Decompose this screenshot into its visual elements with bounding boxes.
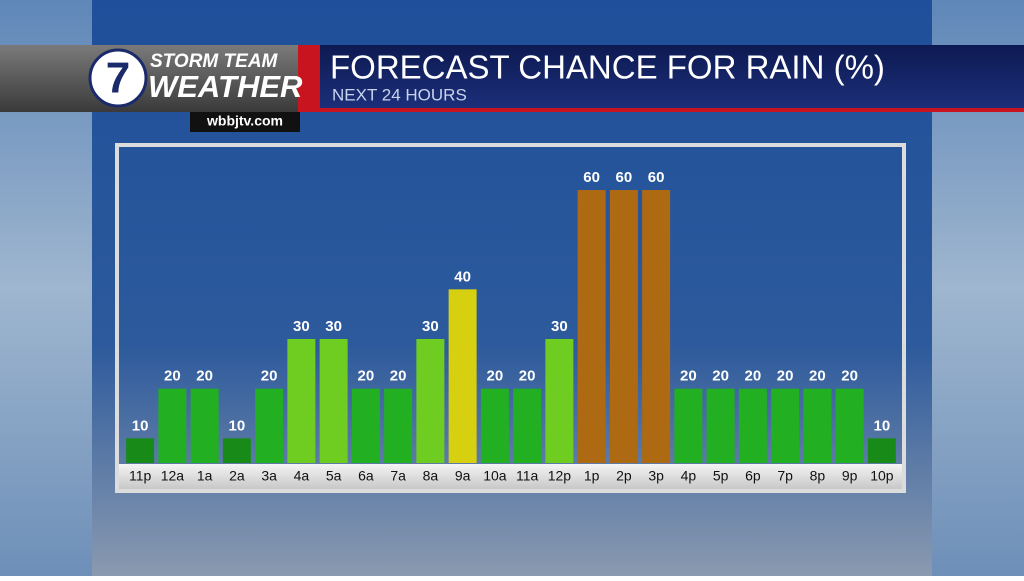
brand-line2: WEATHER: [148, 69, 303, 104]
chart-subtitle: NEXT 24 HOURS: [332, 85, 467, 104]
value-label: 20: [680, 368, 697, 385]
x-tick-label: 12p: [548, 468, 572, 484]
bar: [480, 388, 509, 463]
x-tick-label: 3a: [261, 468, 277, 484]
value-label: 20: [164, 368, 181, 385]
bar: [351, 388, 380, 463]
x-tick-label: 3p: [648, 468, 664, 484]
category-strip: [119, 464, 902, 489]
x-tick-label: 1p: [584, 468, 600, 484]
x-tick-label: 7p: [777, 468, 793, 484]
value-label: 60: [583, 169, 600, 186]
x-tick-label: 9p: [842, 468, 858, 484]
value-label: 20: [487, 368, 504, 385]
website-box: [190, 112, 300, 132]
x-tick-label: 7a: [390, 468, 406, 484]
website: wbbjtv.com: [206, 113, 283, 129]
value-label: 10: [229, 417, 246, 434]
x-tick-label: 2a: [229, 468, 245, 484]
value-label: 30: [551, 318, 568, 335]
bar: [738, 388, 767, 463]
bar: [416, 339, 445, 463]
value-label: 60: [616, 169, 633, 186]
value-label: 20: [777, 368, 794, 385]
x-tick-label: 12a: [161, 468, 185, 484]
bar: [835, 388, 864, 463]
bar: [448, 289, 477, 463]
x-tick-label: 11a: [516, 468, 539, 484]
bar: [642, 190, 671, 463]
x-tick-label: 8a: [423, 468, 439, 484]
x-tick-label: 4a: [294, 468, 310, 484]
value-label: 20: [809, 368, 826, 385]
value-label: 20: [712, 368, 729, 385]
value-label: 10: [874, 417, 891, 434]
value-label: 20: [358, 368, 375, 385]
brand-line1: STORM TEAM: [150, 51, 279, 72]
bar: [867, 438, 896, 463]
logo-area: [0, 45, 300, 112]
bar: [190, 388, 219, 463]
bar: [513, 388, 542, 463]
x-tick-label: 4p: [681, 468, 697, 484]
bar: [706, 388, 735, 463]
value-label: 30: [293, 318, 310, 335]
bar: [384, 388, 413, 463]
value-label: 20: [261, 368, 278, 385]
bar: [287, 339, 316, 463]
logo-number: 7: [106, 54, 130, 103]
chart-frame: [115, 143, 906, 493]
value-label: 20: [519, 368, 536, 385]
value-label: 20: [390, 368, 407, 385]
x-tick-label: 10p: [870, 468, 894, 484]
logo-accent: [298, 45, 320, 112]
bar: [803, 388, 832, 463]
chart-title: FORECAST CHANCE FOR RAIN (%): [330, 49, 885, 86]
bar: [158, 388, 187, 463]
value-label: 60: [648, 169, 665, 186]
value-label: 10: [132, 417, 149, 434]
bar: [319, 339, 348, 463]
value-label: 40: [454, 268, 471, 285]
x-tick-label: 6a: [358, 468, 374, 484]
value-label: 20: [841, 368, 858, 385]
value-label: 30: [422, 318, 439, 335]
x-tick-label: 2p: [616, 468, 632, 484]
bar: [674, 388, 703, 463]
header-rule: [0, 108, 1024, 112]
x-tick-label: 11p: [129, 468, 152, 484]
x-tick-label: 5p: [713, 468, 729, 484]
x-tick-label: 10a: [483, 468, 507, 484]
value-label: 20: [196, 368, 213, 385]
bar: [771, 388, 800, 463]
value-label: 30: [325, 318, 342, 335]
logo-circle: [88, 48, 148, 108]
bar: [577, 190, 606, 463]
bar: [255, 388, 284, 463]
value-label: 20: [745, 368, 762, 385]
bar: [609, 190, 638, 463]
x-tick-label: 1a: [197, 468, 213, 484]
bar: [545, 339, 574, 463]
x-tick-label: 8p: [810, 468, 826, 484]
x-tick-label: 6p: [745, 468, 761, 484]
bar: [222, 438, 251, 463]
x-tick-label: 9a: [455, 468, 471, 484]
x-tick-label: 5a: [326, 468, 342, 484]
bar: [126, 438, 155, 463]
